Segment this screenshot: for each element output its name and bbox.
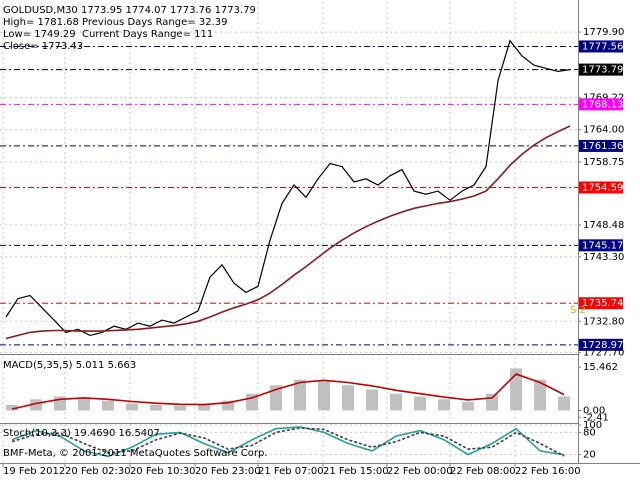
info-text: Low= 1749.29 — [3, 29, 76, 40]
y-tick-label: -2.41 — [583, 412, 609, 423]
x-tick-label: 22 Feb 08:00 — [450, 466, 516, 477]
price-level-box — [579, 40, 623, 53]
price-level-label: 1761.36 — [582, 141, 623, 152]
y-tick-label: 1779.90 — [583, 27, 624, 38]
y-tick-label: 100 — [583, 420, 602, 431]
histogram-bar — [318, 381, 331, 411]
info-text: Current Days Range= 111 — [82, 29, 213, 40]
panel-title: Stoch(10,3,3) 19.4690 16.5407 — [3, 428, 160, 439]
y-tick-label: 1727.70 — [583, 348, 624, 359]
histogram-bar — [270, 385, 283, 411]
histogram-bar — [366, 389, 379, 411]
series-line — [11, 426, 565, 458]
x-tick-label: 21 Feb 07:00 — [258, 466, 324, 477]
panel-title: GOLDUSD,M30 1773.95 1774.07 1773.76 1773… — [3, 5, 256, 16]
x-tick-label: 20 Feb 02:30 — [65, 466, 131, 477]
info-text: Close= 1773.43 — [3, 41, 83, 52]
histogram-bar — [6, 404, 19, 411]
price-level-box — [579, 338, 623, 351]
y-tick-label: 1748.48 — [583, 220, 624, 231]
info-text: High= 1781.68 — [3, 17, 79, 28]
histogram-bar — [558, 396, 571, 411]
price-level-label: 1773.79 — [582, 65, 623, 76]
price-level-box — [579, 297, 623, 310]
x-tick-label: 22 Feb 16:00 — [515, 466, 581, 477]
footer-text: BMF-Meta, © 2001-2011 MetaQuotes Softwar… — [3, 448, 268, 459]
price-level-box — [579, 63, 623, 76]
histogram-bar — [390, 393, 403, 411]
histogram-bar — [510, 368, 523, 411]
histogram-bar — [414, 396, 427, 411]
y-tick-label: 1769.22 — [583, 93, 624, 104]
info-text: Previous Days Range= 32.39 — [82, 17, 227, 28]
y-tick-label: 1764.00 — [583, 125, 624, 136]
histogram-bar — [102, 400, 115, 411]
price-level-label: 1728.97 — [582, 340, 623, 351]
price-level-label: 1745.17 — [582, 240, 623, 251]
y-tick-label: 1732.80 — [583, 316, 624, 327]
price-level-label: 1777.56 — [582, 41, 623, 52]
histogram-bar — [30, 399, 43, 411]
histogram-bar — [174, 405, 187, 411]
histogram-bar — [198, 404, 211, 411]
panel-title: MACD(5,35,5) 5.011 5.663 — [3, 360, 136, 371]
series-line — [11, 427, 565, 457]
histogram-bar — [126, 403, 139, 411]
price-level-label: 1754.59 — [582, 183, 623, 194]
histogram-bar — [438, 399, 451, 411]
x-tick-label: 20 Feb 23:00 — [195, 466, 261, 477]
histogram-bar — [294, 379, 307, 411]
histogram-bar — [150, 404, 163, 411]
x-tick-label: 22 Feb 00:00 — [387, 466, 453, 477]
price-level-box — [579, 139, 623, 152]
series-line — [5, 39, 571, 337]
histogram-bar — [462, 402, 475, 411]
histogram-bar — [78, 397, 91, 411]
histogram-bar — [222, 400, 235, 411]
price-level-box — [579, 239, 623, 252]
histogram-bar — [342, 385, 355, 411]
y-tick-label: 80 — [583, 427, 596, 438]
x-tick-label: 21 Feb 15:00 — [323, 466, 389, 477]
price-level-label: 1768.13 — [582, 99, 623, 110]
histogram-bar — [486, 393, 499, 411]
price-level-label: 1735.74 — [582, 298, 623, 309]
price-level-box — [579, 98, 623, 111]
x-tick-label: 19 Feb 2012 — [3, 466, 65, 477]
annotation: S 2 — [570, 305, 586, 316]
x-tick-label: 20 Feb 10:30 — [130, 466, 196, 477]
price-level-box — [579, 181, 623, 194]
y-tick-label: 0.00 — [583, 406, 605, 417]
series-line — [11, 373, 565, 410]
series-line — [5, 125, 571, 340]
y-tick-label: 15.462 — [583, 362, 618, 373]
y-tick-label: 1758.75 — [583, 157, 624, 168]
histogram-bar — [534, 379, 547, 411]
y-tick-label: 1743.30 — [583, 252, 624, 263]
y-tick-label: 20 — [583, 450, 596, 461]
